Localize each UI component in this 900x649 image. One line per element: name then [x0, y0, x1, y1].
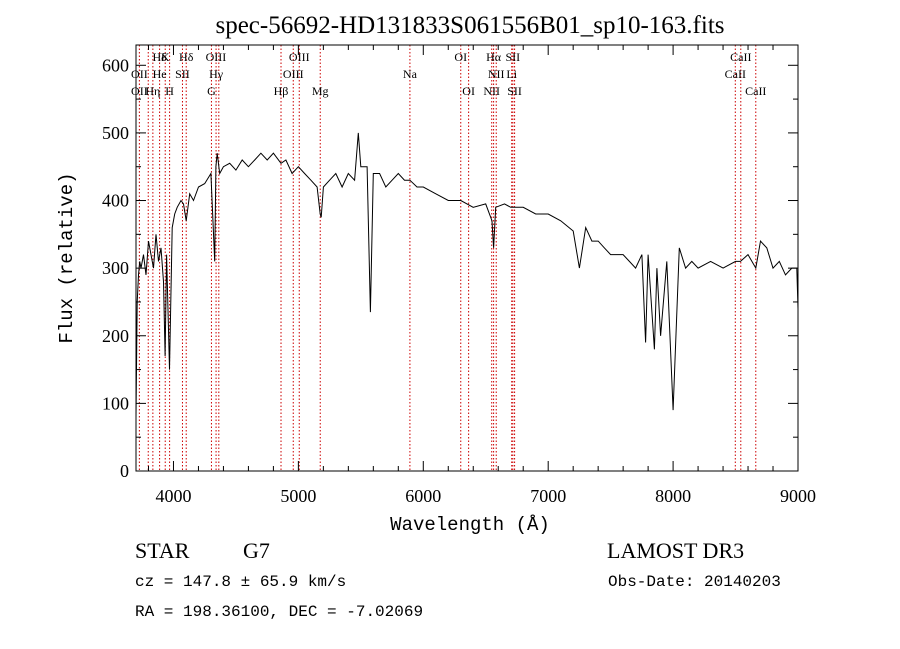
spectral-subclass: G7: [243, 538, 270, 563]
y-tick-label-5: 500: [102, 123, 129, 143]
y-axis-ticks: 0 100 200 300 400 500 600: [102, 55, 798, 481]
line-label-3: OIII: [206, 50, 227, 64]
line-label-9: OII: [131, 67, 148, 81]
line-label-26: SII: [507, 84, 522, 98]
x-tick-label-2: 6000: [405, 486, 441, 506]
line-label-17: CaII: [725, 67, 746, 81]
y-axis-label: Flux (relative): [56, 172, 78, 343]
line-label-0: Hδ: [152, 50, 167, 64]
redshift-readout: cz = 147.8 ± 65.9 km/s: [135, 573, 347, 591]
line-label-2: Hδ: [179, 50, 194, 64]
line-label-25: NII: [483, 84, 500, 98]
line-label-14: Na: [403, 67, 418, 81]
line-label-23: Mg: [312, 84, 329, 98]
y-tick-label-3: 300: [102, 258, 129, 278]
x-tick-label-0: 4000: [155, 486, 191, 506]
y-tick-label-0: 0: [120, 461, 129, 481]
line-label-22: Hβ: [274, 84, 289, 98]
line-label-27: CaII: [745, 84, 766, 98]
chart-title: spec-56692-HD131833S061556B01_sp10-163.f…: [215, 12, 724, 39]
x-tick-label-1: 5000: [280, 486, 316, 506]
plot-frame: [135, 44, 799, 472]
line-label-1: K: [161, 50, 170, 64]
line-label-16: Li: [506, 67, 517, 81]
line-label-7: SII: [506, 50, 521, 64]
x-axis-label: Wavelength (Å): [390, 514, 550, 536]
coordinates-readout: RA = 198.36100, DEC = -7.02069: [135, 603, 424, 621]
survey-name: LAMOST DR3: [607, 538, 745, 563]
line-label-15: NII: [488, 67, 505, 81]
line-label-19: Hη: [145, 84, 160, 98]
line-label-18: OII: [131, 84, 148, 98]
emission-line-markers: [138, 45, 757, 471]
y-tick-label-1: 100: [102, 393, 129, 413]
x-tick-label-4: 8000: [655, 486, 691, 506]
line-label-20: H: [165, 84, 174, 98]
line-label-24: OI: [462, 84, 475, 98]
spectrum-line: [135, 132, 799, 417]
x-tick-label-5: 9000: [780, 486, 816, 506]
y-tick-label-6: 600: [102, 55, 129, 75]
y-tick-label-4: 400: [102, 191, 129, 211]
observation-date: Obs-Date: 20140203: [608, 573, 781, 591]
line-label-5: OI: [454, 50, 467, 64]
line-label-6: Hα: [486, 50, 502, 64]
y-tick-label-2: 200: [102, 326, 129, 346]
x-tick-label-3: 7000: [530, 486, 566, 506]
line-label-12: Hγ: [209, 67, 224, 81]
line-label-4: OIII: [289, 50, 310, 64]
line-label-11: SII: [175, 67, 190, 81]
object-class: STAR: [135, 538, 190, 563]
line-label-10: He: [153, 67, 167, 81]
line-label-8: CaII: [730, 50, 751, 64]
x-axis-ticks: 4000 5000 6000 7000 8000 9000: [147, 45, 816, 506]
line-label-13: OIII: [283, 67, 304, 81]
line-label-21: G: [207, 84, 216, 98]
